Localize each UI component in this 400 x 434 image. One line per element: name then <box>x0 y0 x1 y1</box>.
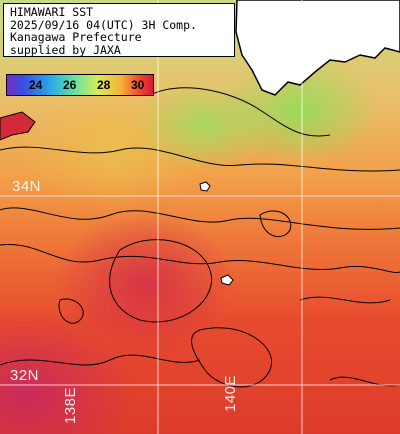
info-box: HIMAWARI SST 2025/09/16 04(UTC) 3H Comp.… <box>3 3 235 57</box>
land-niijima <box>220 274 234 286</box>
colorbar-tick-26: 26 <box>63 78 77 92</box>
colorbar-tick-24: 24 <box>29 78 43 92</box>
land-izu <box>0 111 36 141</box>
isotherm-lines <box>0 87 400 388</box>
lat-label-32n: 32N <box>10 367 40 384</box>
land-honshu <box>235 0 400 96</box>
title-line: HIMAWARI SST <box>10 5 94 19</box>
lat-label-34n: 34N <box>12 178 42 195</box>
supplier-line: supplied by JAXA <box>10 42 121 57</box>
timestamp-line: 2025/09/16 04(UTC) 3H Comp. <box>10 17 197 32</box>
colorbar-tick-30: 30 <box>131 78 145 92</box>
lon-label-140e: 140E <box>222 374 239 412</box>
land-oshima <box>199 181 211 192</box>
colorbar: 24 26 28 30 <box>6 74 154 96</box>
region-line: Kanagawa Prefecture <box>10 30 142 44</box>
lon-label-138e: 138E <box>62 386 79 424</box>
colorbar-tick-28: 28 <box>97 78 111 92</box>
